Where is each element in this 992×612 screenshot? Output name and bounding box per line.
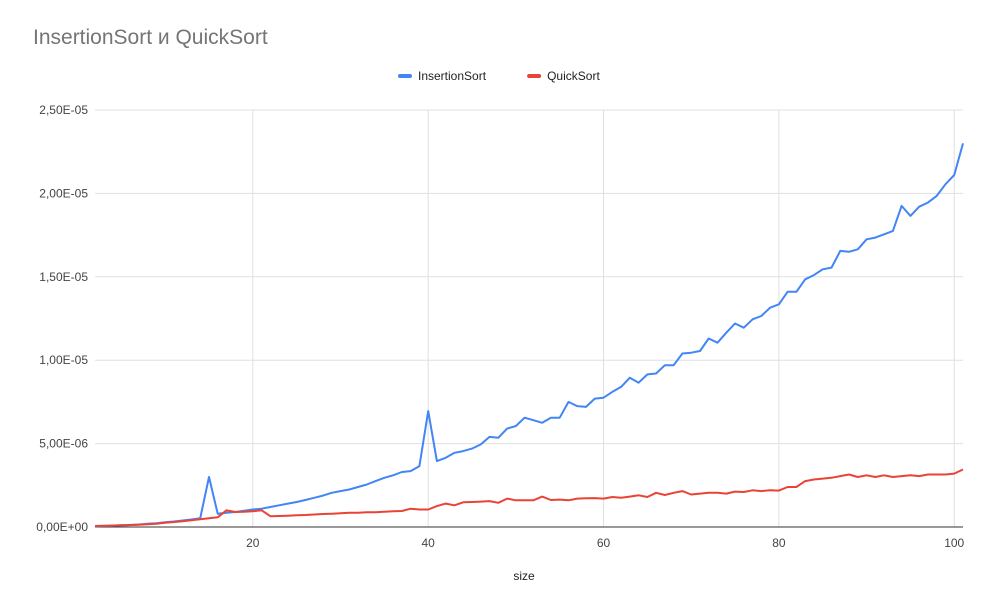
series-lines [94, 143, 964, 528]
y-tick-label: 1,00E-05 [39, 353, 88, 367]
tick-labels: 0,00E+00 5,00E-06 1,00E-05 1,50E-05 2,00E-05… [36, 103, 964, 550]
legend-label-quicksort: QuickSort [547, 69, 600, 83]
y-tick-label: 1,50E-05 [39, 270, 88, 284]
y-tick-label: 5,00E-06 [39, 437, 88, 451]
legend-label-insertionsort: InsertionSort [418, 69, 487, 83]
x-tick-label: 40 [421, 536, 435, 550]
y-tick-label: 0,00E+00 [36, 520, 88, 534]
legend-swatch-quicksort [527, 74, 542, 78]
x-tick-label: 100 [944, 536, 964, 550]
y-tick-label: 2,00E-05 [39, 186, 88, 200]
x-axis-title: size [513, 569, 535, 583]
grid-lines [95, 109, 963, 527]
x-tick-label: 60 [597, 536, 611, 550]
legend: InsertionSort QuickSort [398, 69, 600, 83]
legend-swatch-insertionsort [398, 74, 412, 78]
y-tick-label: 2,50E-05 [39, 103, 88, 117]
x-tick-label: 80 [772, 536, 786, 550]
series-line-insertionsort [94, 143, 964, 528]
chart-title: InsertionSort и QuickSort [33, 26, 268, 49]
x-tick-label: 20 [246, 536, 260, 550]
series-line-quicksort [94, 468, 964, 527]
